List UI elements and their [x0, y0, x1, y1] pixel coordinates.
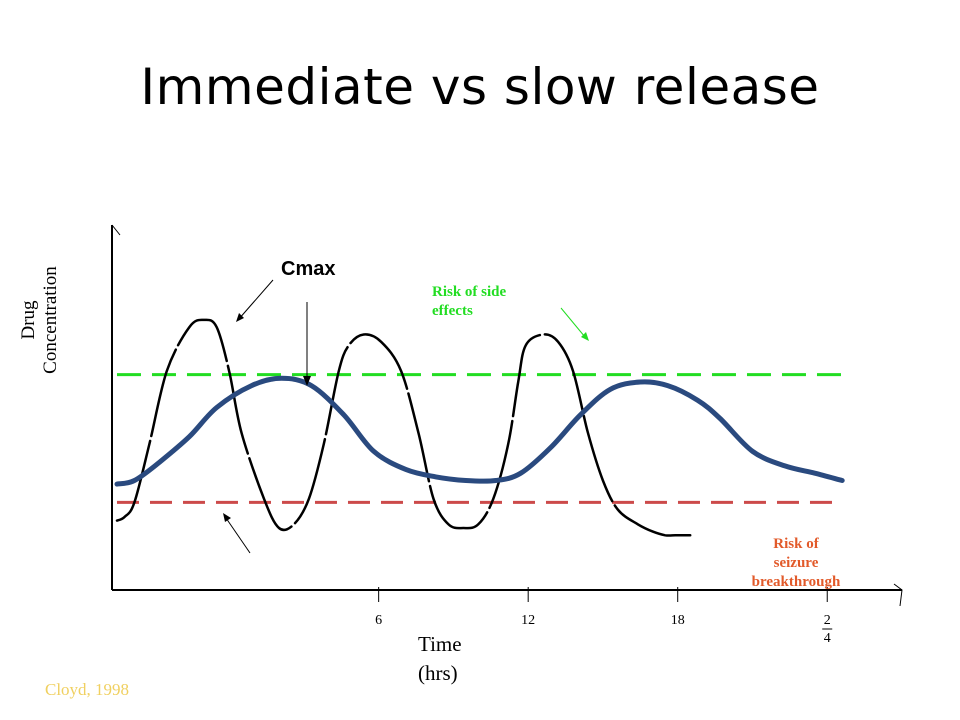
slow-release-line — [114, 375, 845, 487]
side-effects-note-line-2: effects — [432, 303, 473, 319]
side-effects-arrow-head — [581, 332, 589, 341]
y-axis-label-line-2: Concentration — [40, 266, 61, 374]
x-tick-label-1: 12 — [521, 613, 535, 628]
slide-title: Immediate vs slow release — [140, 58, 820, 116]
x-tick-label-2: 18 — [671, 613, 685, 628]
y-axis-label-line-1: Drug — [18, 300, 39, 340]
immediate-release-line — [115, 318, 692, 537]
x-ticks: 6 12 18 2 4 — [375, 587, 833, 646]
y-axis-label: Drug Concentration — [18, 210, 62, 430]
cmax-arrow-left — [237, 279, 274, 321]
cmax-arrow-left-head — [236, 313, 244, 322]
seizure-note: Risk of seizure breakthrough — [730, 535, 862, 592]
x-axis-arrow — [893, 583, 903, 607]
x-axis-label-line-2: (hrs) — [418, 661, 458, 685]
chart-axes — [111, 224, 903, 607]
side-effects-note-line-1: Risk of side — [432, 284, 507, 300]
trough-arrow-head — [223, 513, 231, 522]
x-tick-label-0: 6 — [375, 613, 382, 628]
side-effects-arrow — [560, 307, 586, 338]
threshold-lines — [116, 373, 843, 504]
y-axis-arrow — [111, 224, 121, 236]
cmax-arrow-down-head — [303, 376, 311, 386]
citation: Cloyd, 1998 — [45, 680, 130, 699]
seizure-note-line-2: seizure — [773, 555, 819, 571]
seizure-note-line-3: breakthrough — [751, 574, 841, 590]
concentration-series — [114, 318, 845, 537]
trough-arrow — [225, 517, 251, 554]
cmax-label: Cmax — [281, 258, 336, 280]
x-axis-label-line-1: Time — [418, 632, 462, 656]
x-axis-label: Time (hrs) — [418, 630, 462, 688]
side-effects-note: Risk of side effects — [432, 283, 506, 321]
seizure-note-line-1: Risk of — [773, 536, 819, 552]
annotation-arrows — [223, 279, 589, 554]
